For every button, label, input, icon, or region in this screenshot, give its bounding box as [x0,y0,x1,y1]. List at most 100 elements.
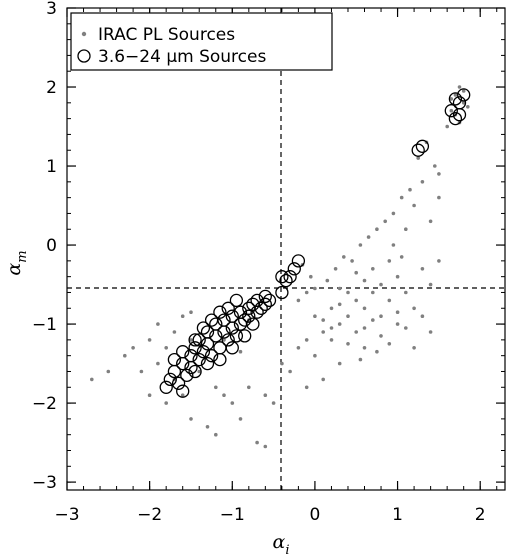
data-point-irac [399,255,404,259]
data-point-irac [321,318,326,322]
data-point-irac [337,286,342,291]
data-point-24um [242,309,256,323]
data-point-irac [362,326,367,330]
x-tick-label: 2 [475,505,486,525]
data-point-24um [221,333,235,347]
data-point-irac [395,274,400,279]
data-point-irac [342,255,346,259]
data-point-24um [176,345,190,359]
data-point-irac [395,322,400,326]
y-tick-label: −3 [32,473,57,493]
data-point-irac [371,318,375,322]
data-point-24um [213,305,227,319]
x-tick-label: −1 [220,505,245,525]
data-point-irac [180,393,185,398]
data-point-24um [229,329,244,343]
data-point-irac [123,353,127,358]
data-point-24um [448,92,463,106]
data-point-irac [313,286,317,291]
data-point-irac [337,302,342,307]
data-point-irac [404,290,408,295]
data-point-irac [391,243,396,247]
data-point-irac [354,330,359,334]
data-point-irac [131,346,135,350]
data-point-irac [408,187,412,192]
data-point-irac [172,330,177,334]
legend-box [70,12,333,71]
plot-frame [66,7,506,491]
data-point-irac [321,377,326,382]
y-axis-symbol: α [3,263,25,276]
data-point-irac [362,278,367,283]
data-point-irac [437,172,441,176]
data-point-irac [337,322,342,326]
data-point-irac [147,338,152,342]
data-point-irac [379,334,383,338]
data-point-irac [387,342,392,346]
y-tick-label: −1 [32,315,57,335]
data-point-irac [387,259,392,263]
data-point-24um [457,88,471,102]
data-point-24um [291,254,306,268]
data-point-irac [329,338,334,342]
data-point-24um [448,111,463,126]
data-point-irac [214,432,218,437]
data-point-24um [192,333,206,347]
data-point-irac [387,298,392,303]
data-point-irac [329,306,334,311]
y-tick-label: 2 [46,78,57,98]
data-point-irac [263,393,268,398]
data-point-irac [214,385,218,390]
legend-label-irac: IRAC PL Sources [98,25,235,45]
data-point-irac [271,401,276,405]
x-tick-label: 0 [310,505,321,525]
data-point-irac [238,349,243,354]
data-point-24um [225,321,239,335]
data-point-24um [221,301,235,315]
data-point-irac [453,93,458,97]
data-point-irac [313,314,317,319]
data-point-24um [225,341,239,355]
data-points [90,85,471,449]
data-point-24um [180,368,194,383]
data-point-irac [90,377,94,382]
y-tick-label: 1 [46,157,57,177]
data-point-irac [304,385,309,390]
y-tick-label: −2 [32,394,57,414]
data-point-24um [176,384,190,398]
data-point-irac [325,278,330,283]
data-point-irac [375,349,379,354]
data-point-irac [304,290,309,295]
data-point-irac [280,361,284,366]
data-point-irac [255,440,259,445]
data-point-24um [200,356,215,371]
x-axis-subscript: i [285,543,289,558]
data-point-irac [404,227,408,231]
data-point-24um [411,143,425,157]
data-point-irac [354,298,359,303]
data-point-irac [164,401,168,405]
data-point-irac [433,164,437,168]
data-point-irac [197,369,201,374]
data-point-24um [254,301,268,315]
data-point-irac [404,326,408,330]
data-point-irac [346,290,350,295]
data-point-24um [238,313,252,327]
data-point-irac [321,330,326,334]
data-point-irac [375,227,379,231]
data-point-irac [445,124,450,129]
data-point-irac [428,282,433,287]
data-point-irac [366,235,371,239]
data-point-irac [337,361,342,366]
data-point-irac [449,97,454,101]
data-point-irac [354,270,359,275]
data-point-24um [196,321,211,335]
data-point-irac [399,195,404,200]
y-axis-label: αm [3,250,30,275]
data-point-24um [262,293,277,308]
data-point-24um [167,352,182,367]
data-point-irac [416,156,421,160]
y-tick-label: 0 [46,236,57,256]
data-point-24um [188,333,202,347]
